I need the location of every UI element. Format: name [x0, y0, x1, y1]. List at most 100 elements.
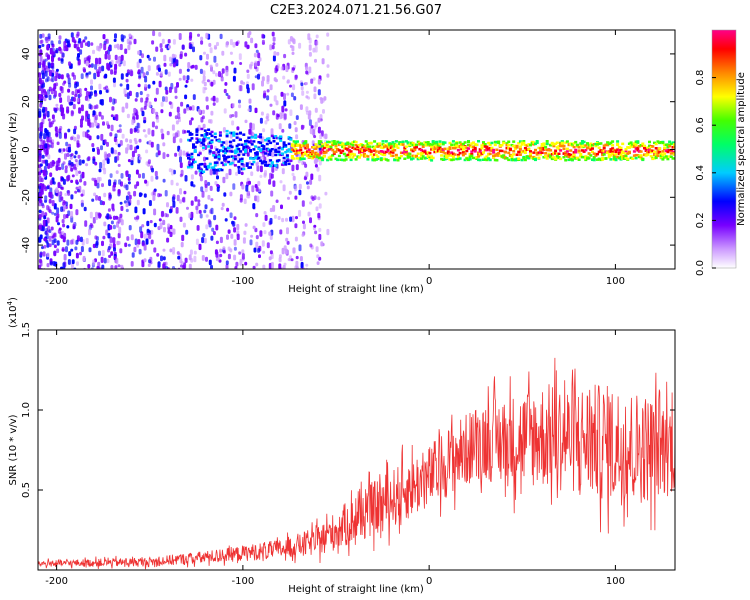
spectrogram-cell [654, 155, 658, 158]
spectrogram-cell [103, 139, 107, 144]
spectrogram-cell [109, 225, 113, 230]
spectrogram-cell [622, 151, 626, 155]
spectrogram-cell [534, 148, 537, 152]
spectrogram-cell [230, 161, 234, 165]
spectrogram-cell [508, 148, 512, 151]
spectrogram-cell [671, 157, 675, 160]
spectrogram-cell [523, 143, 527, 147]
spectrogram-cell [40, 39, 44, 44]
spectrogram-cell [298, 42, 302, 49]
spectrogram-cell [282, 142, 286, 146]
spectrogram-cell [38, 61, 42, 66]
spectrogram-cell [257, 188, 261, 193]
x-tick-label: 100 [606, 276, 625, 287]
spectrogram-cell [78, 159, 82, 166]
spectrogram-cell [233, 151, 237, 155]
spectrogram-cell [186, 68, 190, 72]
spectrogram-cell [482, 158, 485, 161]
spectrogram-cell [584, 148, 588, 152]
spectrogram-cell [287, 136, 291, 139]
spectrogram-cell [81, 115, 84, 121]
spectrogram-cell [393, 148, 397, 152]
spectrogram-cell [112, 185, 116, 192]
spectrogram-cell [295, 216, 298, 220]
spectrogram-cell [438, 146, 442, 150]
spectrogram-cell [354, 140, 358, 144]
spectrogram-cell [413, 143, 417, 146]
spectrogram-cell [262, 160, 266, 163]
spectrogram-cell [364, 147, 368, 150]
spectrogram-cell [589, 148, 593, 151]
spectrogram-cell [198, 152, 202, 155]
spectrogram-cell [180, 169, 184, 176]
spectrogram-cell [591, 150, 594, 154]
spectrogram-cell [599, 158, 603, 162]
spectrogram-cell [76, 31, 80, 37]
spectrogram-cell [184, 84, 188, 88]
spectrogram-cell [555, 141, 559, 144]
spectrogram-cell [298, 244, 302, 252]
spectrogram-cell [79, 124, 83, 128]
spectrogram-cell [297, 143, 301, 146]
spectrogram-cell [306, 143, 309, 147]
spectrogram-cell [148, 101, 152, 108]
spectrogram-cell [172, 200, 176, 208]
spectrogram-cell [44, 70, 48, 77]
spectrogram-cell [249, 149, 252, 152]
spectrogram-cell [155, 46, 159, 52]
spectrogram-cell [460, 143, 464, 146]
spectrogram-cell [186, 75, 190, 81]
spectrogram-cell [150, 239, 154, 245]
spectrogram-cell [133, 38, 137, 45]
spectrogram-cell [261, 240, 265, 247]
spectrogram-cell [59, 104, 63, 110]
spectrogram-cell [157, 150, 161, 156]
spectrogram-cell [249, 122, 253, 129]
spectrogram-cell [498, 149, 502, 152]
spectrogram-cell [656, 154, 660, 158]
spectrogram-cell [43, 149, 47, 153]
spectrogram-cell [114, 265, 118, 269]
spectrogram-cell [602, 147, 606, 150]
spectrogram-cell [305, 90, 309, 94]
spectrogram-cell [313, 224, 317, 228]
spectrogram-cell [38, 77, 42, 85]
spectrogram-cell [184, 175, 188, 182]
spectrogram-cell [131, 252, 135, 258]
spectrogram-cell [485, 158, 489, 162]
spectrogram-cell [612, 154, 616, 157]
spectrogram-cell [403, 148, 407, 151]
spectrogram-cell [403, 157, 407, 160]
spectrogram-cell [176, 251, 180, 255]
spectrogram-cell [176, 106, 180, 113]
spectrogram-cell [110, 124, 114, 132]
spectrogram-cell [270, 162, 274, 165]
spectrogram-cell [102, 201, 105, 206]
spectrogram-cell [398, 142, 402, 145]
spectrogram-cell [423, 157, 427, 160]
spectrogram-cell [431, 143, 435, 146]
spectrogram-cell [207, 145, 211, 148]
spectrogram-cell [632, 142, 636, 145]
spectrogram-cell [587, 146, 591, 149]
spectrogram-cell [98, 111, 102, 117]
spectrogram-cell [292, 84, 296, 91]
spectrogram-cell [379, 146, 383, 149]
spectrogram-cell [205, 32, 209, 39]
spectrogram-cell [71, 174, 75, 178]
spectrogram-cell [103, 43, 107, 51]
x-tick-label: -200 [45, 276, 68, 287]
spectrogram-cell [98, 83, 102, 90]
spectrogram-cell [48, 94, 52, 101]
spectrogram-cell [300, 86, 304, 91]
spectrogram-cell [47, 89, 50, 95]
spectrogram-cell [160, 109, 164, 114]
spectrogram-cell [435, 144, 439, 148]
spectrogram-cell [250, 136, 254, 139]
spectrogram-cell [44, 238, 48, 242]
spectrogram-cell [269, 159, 273, 162]
spectrogram-cell [334, 157, 338, 161]
spectrogram-cell [428, 142, 432, 146]
spectrogram-cell [218, 168, 222, 171]
spectrogram-cell [67, 77, 71, 85]
